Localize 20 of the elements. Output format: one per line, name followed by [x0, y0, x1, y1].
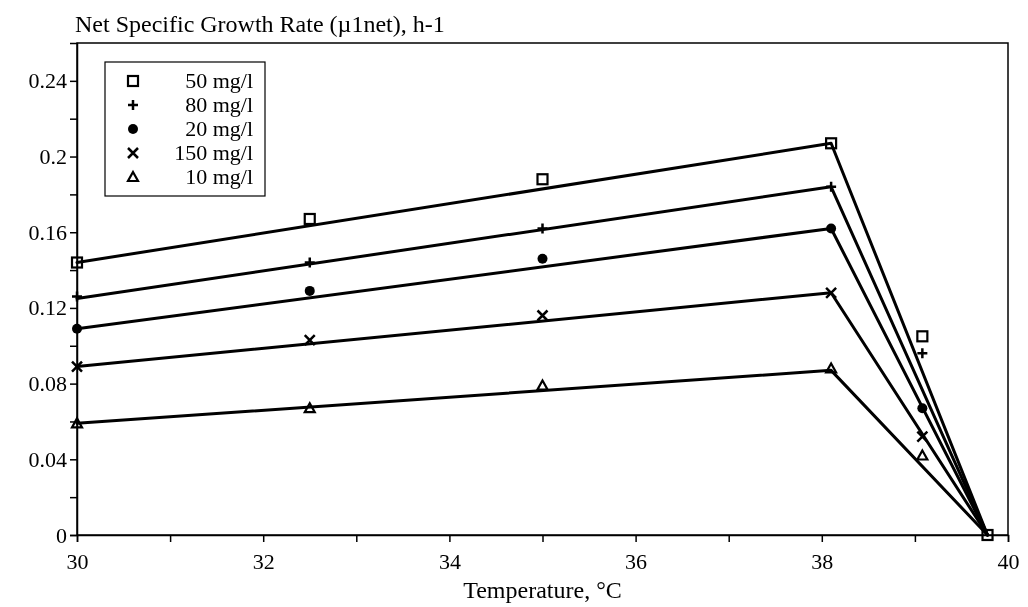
x-axis-title: Temperature, °C [463, 577, 622, 603]
x-tick-label: 36 [625, 549, 648, 575]
y-tick-label: 0.24 [28, 68, 67, 94]
legend-label: 80 mg/l [185, 92, 253, 117]
y-tick-label: 0.04 [28, 446, 67, 472]
y-tick-label: 0.08 [28, 371, 67, 397]
x-tick-label: 34 [438, 549, 461, 575]
legend-label: 10 mg/l [185, 164, 253, 189]
legend-label: 150 mg/l [174, 140, 253, 165]
legend-label: 50 mg/l [185, 68, 253, 93]
legend-label: 20 mg/l [185, 116, 253, 141]
chart-title: Net Specific Growth Rate (µ1net), h-1 [75, 11, 445, 37]
y-tick-label: 0.12 [28, 295, 67, 321]
x-tick-label: 38 [811, 549, 834, 575]
y-tick-label: 0.16 [28, 219, 67, 245]
y-tick-label: 0 [56, 522, 67, 548]
x-tick-label: 40 [997, 549, 1020, 575]
x-tick-label: 32 [252, 549, 275, 575]
x-tick-label: 30 [66, 549, 89, 575]
y-tick-label: 0.2 [39, 144, 67, 170]
